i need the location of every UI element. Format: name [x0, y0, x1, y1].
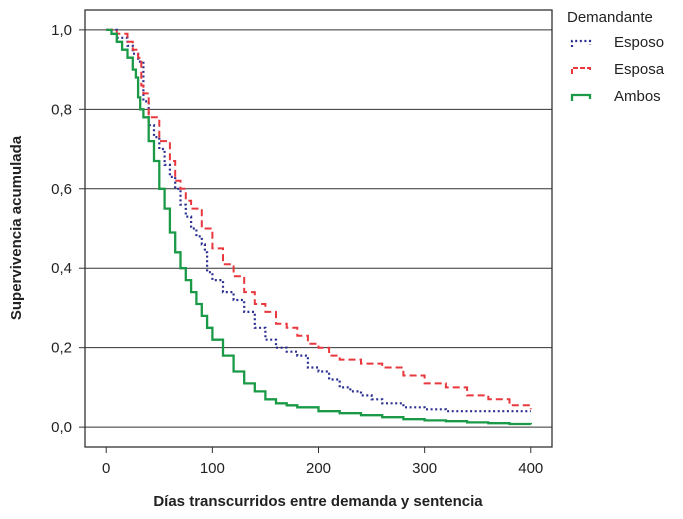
- x-tick-label: 400: [518, 460, 543, 477]
- legend-label-ambos: Ambos: [614, 88, 661, 105]
- series-line-esposa: [106, 28, 532, 410]
- series-lines: [106, 28, 532, 426]
- x-tick-label: 0: [102, 460, 110, 477]
- legend-swatch-esposo: [570, 39, 592, 47]
- legend-item-ambos: Ambos: [570, 88, 661, 105]
- y-tick-label: 0,8: [51, 101, 72, 118]
- legend-swatch-esposa: [571, 67, 591, 74]
- legend: Demandante Esposo Esposa Ambos: [567, 9, 665, 105]
- x-axis-title: Días transcurridos entre demanda y sente…: [153, 493, 483, 510]
- y-tick-label: 0,0: [51, 419, 72, 436]
- legend-item-esposa: Esposa: [571, 61, 665, 78]
- y-ticks: 0,0 0,2 0,4 0,6 0,8 1,0: [51, 22, 85, 436]
- y-tick-label: 0,4: [51, 260, 72, 277]
- legend-title: Demandante: [567, 9, 653, 26]
- x-tick-label: 100: [200, 460, 225, 477]
- legend-items: Esposo Esposa Ambos: [570, 34, 665, 105]
- y-tick-label: 0,6: [51, 181, 72, 198]
- legend-label-esposo: Esposo: [614, 34, 664, 51]
- y-tick-label: 1,0: [51, 22, 72, 39]
- legend-label-esposa: Esposa: [614, 61, 665, 78]
- y-tick-label: 0,2: [51, 340, 72, 357]
- x-tick-label: 200: [306, 460, 331, 477]
- x-ticks: 0 100 200 300 400: [102, 447, 543, 477]
- x-tick-label: 300: [412, 460, 437, 477]
- legend-swatch-ambos: [570, 93, 592, 101]
- y-axis-title: Supervivencia acumulada: [8, 135, 25, 320]
- series-line-ambos: [106, 28, 532, 426]
- series-line-esposo: [106, 28, 531, 413]
- legend-item-esposo: Esposo: [570, 34, 664, 51]
